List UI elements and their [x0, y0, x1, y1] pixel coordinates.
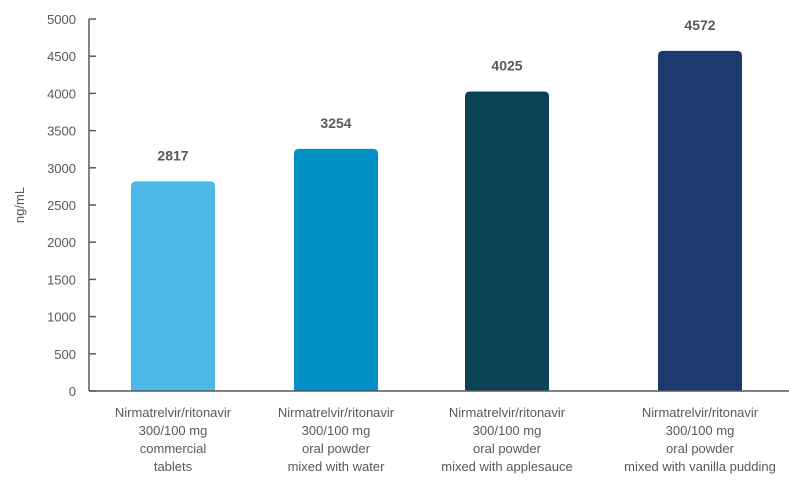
category-label-line: Nirmatrelvir/ritonavir [115, 405, 232, 420]
y-tick-label: 4500 [47, 49, 76, 64]
category-label-line: Nirmatrelvir/ritonavir [449, 405, 566, 420]
y-tick-label: 1500 [47, 272, 76, 287]
category-label: Nirmatrelvir/ritonavir 300/100 mg oral pow… [624, 405, 776, 474]
category-label-line: oral powder [666, 441, 735, 456]
bar [294, 148, 378, 391]
y-tick-label: 2000 [47, 235, 76, 250]
category-labels: Nirmatrelvir/ritonavir 300/100 mg commerci… [115, 405, 776, 474]
y-tick-label: 4000 [47, 86, 76, 101]
bar-value-label: 3254 [320, 115, 351, 131]
y-tick-label: 1000 [47, 310, 76, 325]
category-label-line: 300/100 mg [139, 423, 208, 438]
category-label: Nirmatrelvir/ritonavir 300/100 mg oral pow… [441, 405, 573, 474]
bar [465, 91, 549, 391]
y-tick-label: 3500 [47, 124, 76, 139]
category-label: Nirmatrelvir/ritonavir 300/100 mg oral pow… [278, 405, 395, 474]
y-tick-label: 0 [69, 384, 76, 399]
category-label-line: mixed with water [288, 459, 385, 474]
bar-value-label: 4572 [684, 17, 715, 33]
category-label-line: tablets [154, 459, 193, 474]
category-label-line: 300/100 mg [666, 423, 735, 438]
data-labels: 2817 3254 4025 4572 [157, 17, 715, 164]
category-label-line: Nirmatrelvir/ritonavir [642, 405, 759, 420]
y-axis-title: ng/mL [12, 187, 27, 223]
y-tick-label: 5000 [47, 12, 76, 27]
y-tick-label: 2500 [47, 198, 76, 213]
y-tick-label: 500 [54, 347, 76, 362]
category-label-line: oral powder [473, 441, 542, 456]
bar-value-label: 2817 [157, 147, 188, 163]
category-label: Nirmatrelvir/ritonavir 300/100 mg commerci… [115, 405, 232, 474]
y-tick-label: 3000 [47, 161, 76, 176]
bar-value-label: 4025 [491, 58, 522, 74]
bars [131, 50, 742, 391]
category-label-line: Nirmatrelvir/ritonavir [278, 405, 395, 420]
category-label-line: 300/100 mg [302, 423, 371, 438]
category-label-line: 300/100 mg [473, 423, 542, 438]
category-label-line: mixed with applesauce [441, 459, 573, 474]
y-axis-ticks: 0 500 1000 1500 2000 2500 3000 3500 4000 4500 5000 [47, 12, 96, 399]
category-label-line: commercial [140, 441, 207, 456]
bar [658, 50, 742, 391]
category-label-line: mixed with vanilla pudding [624, 459, 776, 474]
bar [131, 181, 215, 391]
category-label-line: oral powder [302, 441, 371, 456]
